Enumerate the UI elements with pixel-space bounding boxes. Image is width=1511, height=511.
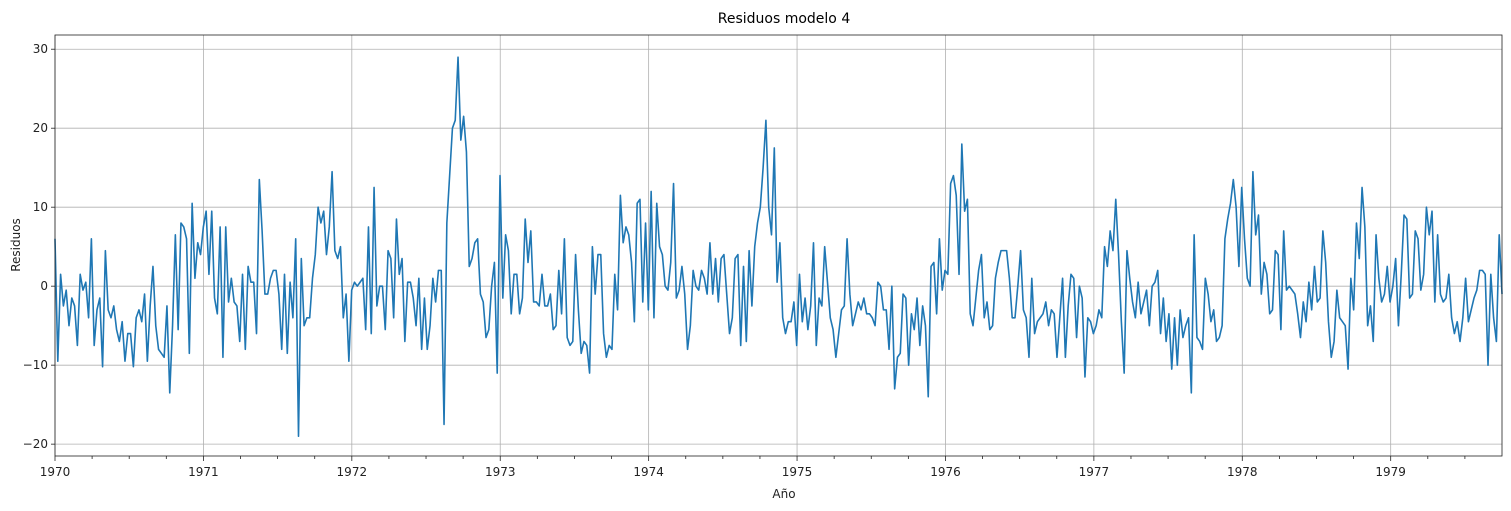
y-axis-label: Residuos (9, 218, 23, 272)
y-tick-label: 0 (40, 279, 48, 293)
x-tick-label: 1976 (930, 465, 961, 479)
y-tick-label: 30 (33, 42, 48, 56)
y-axis-ticks: −20 −10 0 10 20 30 (23, 42, 55, 451)
plot-frame (54, 34, 1503, 457)
x-tick-label: 1971 (188, 465, 219, 479)
x-tick-label: 1972 (337, 465, 368, 479)
x-tick-label: 1977 (1079, 465, 1110, 479)
chart-title: Residuos modelo 4 (718, 11, 851, 27)
x-tick-label: 1975 (782, 465, 813, 479)
x-tick-label: 1970 (40, 465, 71, 479)
series-layer (54, 56, 1503, 438)
y-tick-label: −10 (23, 358, 48, 372)
y-tick-label: 10 (33, 200, 48, 214)
x-axis-ticks: 1970 1971 1972 1973 1974 1975 1976 1977 1978 1979 (40, 456, 1466, 479)
y-tick-label: −20 (23, 437, 48, 451)
x-axis-label: Año (772, 487, 795, 501)
x-tick-label: 1974 (633, 465, 664, 479)
x-tick-label: 1978 (1227, 465, 1258, 479)
x-tick-label: 1979 (1375, 465, 1406, 479)
x-tick-label: 1973 (485, 465, 516, 479)
series-line (54, 56, 1503, 438)
y-tick-label: 20 (33, 121, 48, 135)
